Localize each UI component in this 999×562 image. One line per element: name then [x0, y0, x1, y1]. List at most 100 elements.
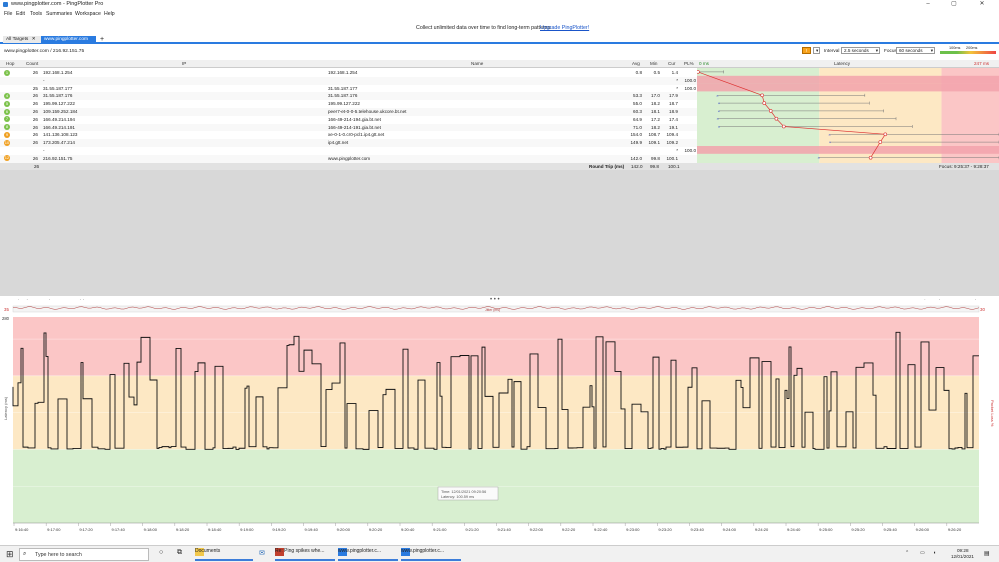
table-row[interactable]: 5 26 195.99.127.222 195.99.127.222 55.0 18.2 1… — [0, 100, 697, 108]
min-marker: × — [718, 101, 721, 106]
col-ip[interactable]: IP — [182, 61, 187, 66]
hop-badge: 12 — [4, 155, 10, 162]
cell-name: 192.168.1.254 — [328, 70, 358, 75]
cell-count: 26 — [32, 101, 38, 107]
table-row[interactable]: 1 26 192.168.1.254 192.168.1.254 0.8 0.5 1.4 — [0, 69, 697, 77]
taskbar: ⊞ ⌕ Type here to search ○ ⧉ Documents ✉ … — [0, 545, 999, 562]
cell-cur: 109.4 — [666, 132, 679, 138]
table-row[interactable]: 25 31.55.187.177 31.55.187.177 * 100.0 — [0, 85, 697, 93]
jitter-strip — [12, 305, 980, 313]
menu-tools[interactable]: Tools — [30, 11, 43, 17]
cell-avg: 142.0 — [630, 155, 643, 161]
hop-badge: 5 — [4, 100, 10, 107]
min-marker: × — [717, 116, 720, 121]
clock-time[interactable]: 09:28 — [957, 548, 969, 553]
close-button[interactable]: ✕ — [979, 1, 985, 7]
tab-pingplotter[interactable]: www.pingplotter.com — [41, 36, 96, 43]
x-tick-label: 9:20:00 — [337, 527, 351, 532]
col-count[interactable]: Count — [26, 61, 39, 66]
windows-start-icon[interactable]: ⊞ — [6, 549, 14, 559]
notifications-icon[interactable]: ▤ — [984, 551, 990, 557]
packet-loss-band — [697, 146, 999, 154]
col-pl[interactable]: PL% — [684, 61, 694, 66]
cell-ip: 192.168.1.254 — [43, 70, 73, 75]
x-tick-label: 9:22:00 — [530, 527, 544, 532]
cell-ip: 109.159.252.184 — [43, 109, 78, 114]
search-box[interactable]: ⌕ Type here to search — [19, 548, 149, 561]
x-tick-label: 9:26:20 — [948, 527, 962, 532]
cell-name: 195.99.127.222 — [328, 101, 360, 107]
tab-all-targets[interactable]: All Targets ✕ — [3, 36, 41, 43]
cell-count: 26 — [32, 140, 38, 146]
cell-cur: 100.1 — [666, 155, 679, 161]
menu-file[interactable]: File — [4, 11, 13, 17]
x-tick-label: 9:24:40 — [787, 527, 801, 532]
table-row[interactable]: 6 26 109.159.252.184 peer7-et-0-0-5.telehou… — [0, 108, 697, 116]
col-hop[interactable]: Hop — [6, 61, 15, 66]
cell-min: 18.2 — [651, 124, 660, 130]
taskbar-app-mail[interactable]: Re: Ping spikes whe... — [275, 548, 335, 561]
taskbar-app-documents[interactable]: Documents — [195, 548, 253, 561]
folder-icon — [195, 548, 204, 556]
cell-min: 18.1 — [651, 109, 660, 114]
cell-pl: 100.0 — [684, 77, 697, 83]
clock-date[interactable]: 12/01/2021 — [951, 554, 974, 559]
jitter-line — [12, 306, 980, 310]
upgrade-link[interactable]: Upgrade PingPlotter! — [540, 25, 590, 31]
interval-select[interactable]: 2.5 seconds ▾ — [841, 47, 880, 54]
taskbar-app-pingplotter-2[interactable]: www.pingplotter.c... — [401, 548, 461, 561]
cell-min: 109.1 — [648, 140, 661, 146]
cell-avg: 64.9 — [633, 116, 642, 122]
menu-summaries[interactable]: Summaries — [46, 11, 73, 17]
table-row[interactable]: 8 26 166.49.214.191 166-49-214-191.gia.bt.n… — [0, 123, 697, 132]
cell-cur: * — [676, 77, 678, 83]
window-title: www.pingplotter.com - PingPlotter Pro — [11, 1, 104, 7]
menu-help[interactable]: Help — [104, 11, 115, 17]
network-icon[interactable]: ▭ — [920, 550, 925, 556]
x-tick-label: 9:16:40 — [15, 527, 29, 532]
table-row[interactable]: 7 26 166.49.214.194 166-49-214-194.gia.bt.n… — [0, 116, 697, 124]
banner-message: Collect unlimited data over time to find… — [416, 25, 552, 31]
col-cur[interactable]: Cur — [668, 61, 676, 66]
col-min[interactable]: Min — [650, 61, 658, 66]
maximize-button[interactable]: ▢ — [951, 1, 957, 7]
table-row[interactable]: 12 26 216.92.151.75 www.pingplotter.com 142.… — [0, 154, 697, 163]
x-tick-label: 9:23:00 — [626, 527, 640, 532]
min-marker: × — [818, 155, 821, 160]
table-row[interactable]: 10 26 173.205.47.214 ip4.gtt.net 149.9 109.1 1… — [0, 139, 697, 147]
minimize-button[interactable]: – — [926, 1, 930, 7]
task-switch-icon[interactable]: ⧉ — [177, 549, 182, 556]
taskbar-app-pingplotter-1[interactable]: www.pingplotter.c... — [338, 548, 398, 561]
taskbar-app-label: Re: Ping spikes whe... — [275, 548, 325, 554]
menu-edit[interactable]: Edit — [16, 11, 25, 17]
mail-icon[interactable]: ✉ — [259, 550, 265, 557]
cell-avg: 53.3 — [633, 93, 642, 99]
volume-icon[interactable]: ◖ — [933, 550, 937, 556]
summary-row: 26 Round Trip (ms) 142.0 99.8 100.1 Focu… — [0, 163, 999, 170]
col-name[interactable]: Name — [471, 61, 484, 66]
tray-chevron-icon[interactable]: ⌃ — [905, 550, 910, 556]
hop-badge: 4 — [4, 92, 10, 99]
task-view-icon[interactable]: ○ — [159, 549, 164, 556]
cell-avg: 154.0 — [630, 132, 643, 138]
table-row[interactable]: - * 100.0 — [0, 76, 697, 85]
cell-min: 0.5 — [653, 70, 660, 75]
menu-workspace[interactable]: Workspace — [75, 11, 101, 17]
focus-select[interactable]: 60 seconds ▾ — [896, 47, 935, 54]
alert-button[interactable]: ! — [802, 47, 811, 54]
col-latency[interactable]: Latency — [834, 61, 851, 66]
x-tick-label: 9:22:40 — [594, 527, 608, 532]
x-tick-label: 9:21:00 — [433, 527, 447, 532]
close-icon[interactable]: ✕ — [31, 37, 36, 42]
min-marker: × — [718, 124, 721, 129]
scale-high-label: 200ms — [966, 46, 978, 50]
table-row[interactable]: 9 26 141.136.108.123 xe-0-1-0.cr0-pcl1.ip4.… — [0, 131, 697, 139]
summary-min: 99.8 — [650, 164, 659, 169]
alert-dropdown[interactable]: ▾ — [813, 47, 820, 54]
table-row[interactable]: - * 100.0 — [0, 147, 697, 155]
pingplotter-icon — [338, 548, 347, 556]
col-avg[interactable]: Avg — [632, 61, 640, 66]
add-tab-button[interactable]: + — [100, 36, 105, 43]
timeline-graph[interactable]: Jitter (ms) 35 30 280 Latency (ms) Packet Los… — [0, 300, 999, 538]
table-row[interactable]: 4 26 31.55.187.176 31.55.187.176 53.3 17.0 17.… — [0, 92, 697, 101]
